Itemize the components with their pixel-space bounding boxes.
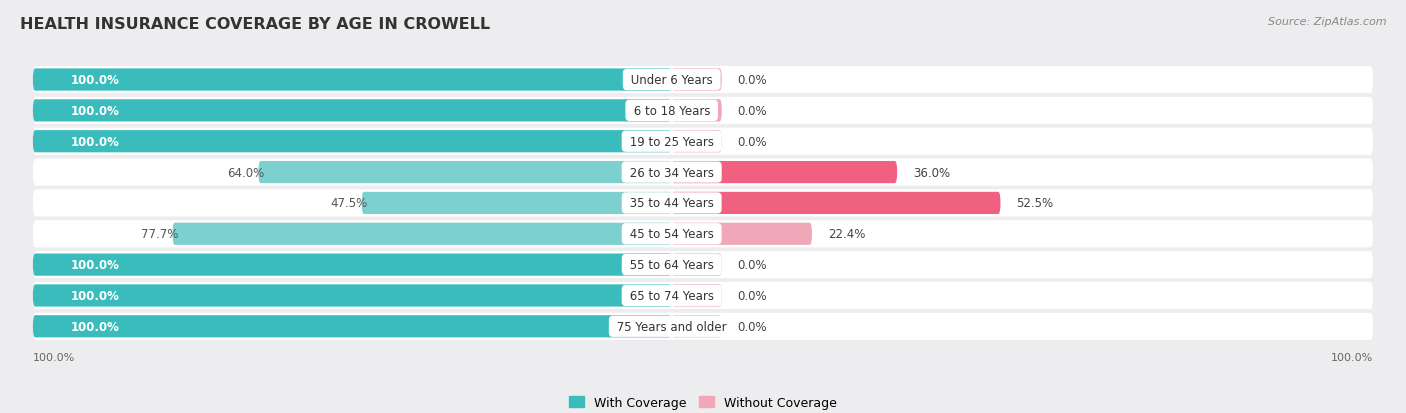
Text: 65 to 74 Years: 65 to 74 Years — [626, 289, 717, 302]
FancyBboxPatch shape — [32, 128, 1374, 155]
Text: 100.0%: 100.0% — [70, 259, 120, 271]
Text: Under 6 Years: Under 6 Years — [627, 74, 717, 87]
Text: 100.0%: 100.0% — [70, 135, 120, 148]
Text: 6 to 18 Years: 6 to 18 Years — [630, 104, 714, 118]
Text: 0.0%: 0.0% — [738, 320, 768, 333]
Text: 52.5%: 52.5% — [1017, 197, 1053, 210]
FancyBboxPatch shape — [672, 316, 721, 337]
Text: 0.0%: 0.0% — [738, 135, 768, 148]
FancyBboxPatch shape — [672, 254, 721, 276]
Text: 0.0%: 0.0% — [738, 289, 768, 302]
FancyBboxPatch shape — [32, 316, 672, 337]
FancyBboxPatch shape — [672, 69, 721, 91]
FancyBboxPatch shape — [672, 223, 813, 245]
Text: 100.0%: 100.0% — [70, 74, 120, 87]
FancyBboxPatch shape — [672, 100, 721, 122]
FancyBboxPatch shape — [672, 192, 1001, 214]
FancyBboxPatch shape — [32, 131, 672, 153]
Text: 22.4%: 22.4% — [828, 228, 865, 241]
Text: Source: ZipAtlas.com: Source: ZipAtlas.com — [1268, 17, 1386, 26]
Text: 64.0%: 64.0% — [228, 166, 264, 179]
FancyBboxPatch shape — [672, 285, 721, 307]
Text: 100.0%: 100.0% — [70, 320, 120, 333]
Text: 0.0%: 0.0% — [738, 259, 768, 271]
FancyBboxPatch shape — [32, 252, 1374, 278]
FancyBboxPatch shape — [32, 254, 672, 276]
Text: 47.5%: 47.5% — [330, 197, 368, 210]
FancyBboxPatch shape — [32, 313, 1374, 340]
FancyBboxPatch shape — [32, 69, 672, 91]
Text: 100.0%: 100.0% — [32, 352, 75, 362]
FancyBboxPatch shape — [32, 221, 1374, 248]
FancyBboxPatch shape — [259, 161, 672, 184]
FancyBboxPatch shape — [173, 223, 672, 245]
Text: 45 to 54 Years: 45 to 54 Years — [626, 228, 717, 241]
Text: 100.0%: 100.0% — [70, 289, 120, 302]
Text: 55 to 64 Years: 55 to 64 Years — [626, 259, 717, 271]
Legend: With Coverage, Without Coverage: With Coverage, Without Coverage — [564, 391, 842, 413]
Text: 19 to 25 Years: 19 to 25 Years — [626, 135, 717, 148]
Text: 0.0%: 0.0% — [738, 104, 768, 118]
Text: 26 to 34 Years: 26 to 34 Years — [626, 166, 717, 179]
Text: 77.7%: 77.7% — [142, 228, 179, 241]
Text: 36.0%: 36.0% — [912, 166, 950, 179]
FancyBboxPatch shape — [32, 100, 672, 122]
Text: 75 Years and older: 75 Years and older — [613, 320, 730, 333]
Text: HEALTH INSURANCE COVERAGE BY AGE IN CROWELL: HEALTH INSURANCE COVERAGE BY AGE IN CROW… — [20, 17, 489, 31]
FancyBboxPatch shape — [672, 131, 721, 153]
FancyBboxPatch shape — [672, 161, 897, 184]
FancyBboxPatch shape — [32, 159, 1374, 186]
FancyBboxPatch shape — [32, 282, 1374, 309]
FancyBboxPatch shape — [32, 190, 1374, 217]
Text: 35 to 44 Years: 35 to 44 Years — [626, 197, 717, 210]
Text: 0.0%: 0.0% — [738, 74, 768, 87]
FancyBboxPatch shape — [32, 285, 672, 307]
Text: 100.0%: 100.0% — [70, 104, 120, 118]
FancyBboxPatch shape — [32, 97, 1374, 125]
FancyBboxPatch shape — [361, 192, 672, 214]
FancyBboxPatch shape — [32, 67, 1374, 94]
Text: 100.0%: 100.0% — [1331, 352, 1374, 362]
